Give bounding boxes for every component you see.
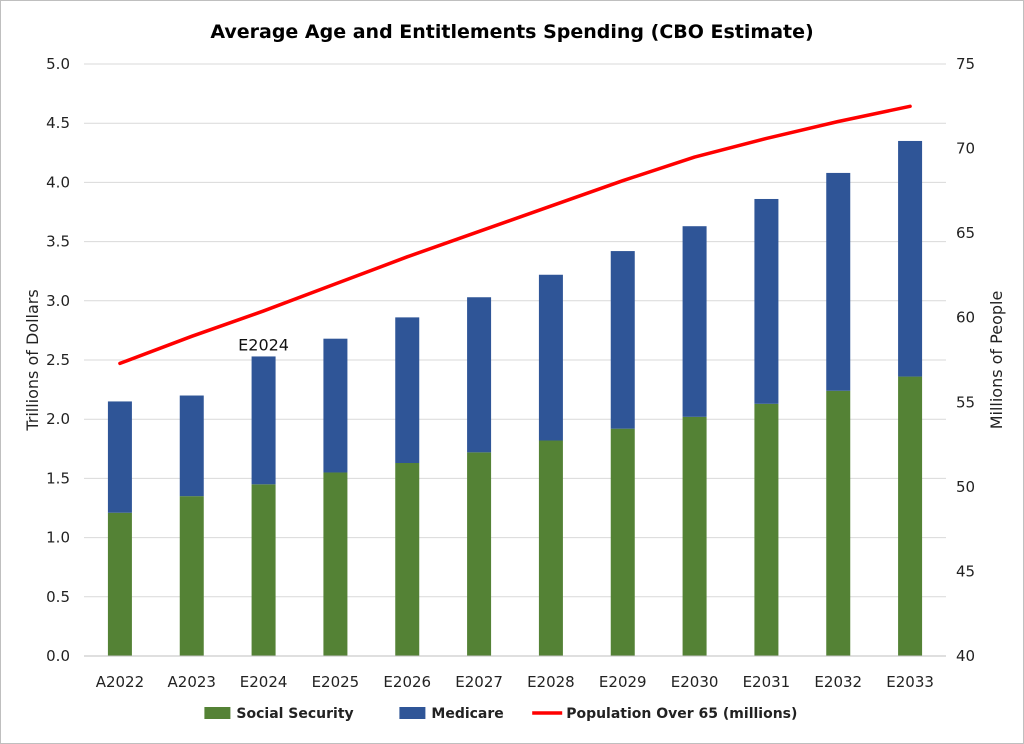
annotation-label: E2024 <box>238 335 289 354</box>
y-tick-label: 2.5 <box>46 351 70 369</box>
y2-tick-label: 70 <box>956 140 975 158</box>
x-tick-label: E2031 <box>743 673 791 691</box>
bar-social-security-e2030 <box>682 416 707 656</box>
x-tick-label: E2033 <box>886 673 934 691</box>
bar-medicare-e2025 <box>323 338 348 473</box>
x-tick-label: E2032 <box>814 673 862 691</box>
y-tick-label: 3.5 <box>46 233 70 251</box>
gridlines <box>84 63 946 657</box>
line-series <box>118 104 912 366</box>
y-tick-label: 4.5 <box>46 114 70 132</box>
legend-label-social-security: Social Security <box>236 706 353 722</box>
legend-swatch-social-security <box>204 707 231 719</box>
bar-social-security-a2023 <box>179 496 204 656</box>
y2-tick-label: 55 <box>956 393 975 411</box>
bar-social-security-e2031 <box>754 403 779 656</box>
bar-social-security-e2029 <box>610 428 635 656</box>
bar-medicare-e2024 <box>251 356 276 485</box>
bar-social-security-e2026 <box>395 463 420 656</box>
x-tick-label: E2030 <box>671 673 719 691</box>
bar-social-security-a2022 <box>107 512 132 656</box>
legend-label-medicare: Medicare <box>431 706 503 722</box>
bar-social-security-e2027 <box>467 452 492 656</box>
y-tick-label: 0.0 <box>46 647 70 665</box>
chart-title: Average Age and Entitlements Spending (C… <box>210 21 813 43</box>
bar-social-security-e2033 <box>898 376 923 656</box>
x-tick-label: E2027 <box>455 673 503 691</box>
bar-medicare-e2029 <box>610 251 635 429</box>
y2-tick-label: 45 <box>956 562 975 580</box>
y-axis-label: Trillions of Dollars <box>23 289 42 431</box>
bar-medicare-e2033 <box>898 140 923 377</box>
bar-medicare-e2028 <box>538 274 563 441</box>
bar-medicare-e2027 <box>467 297 492 453</box>
axes: 0.0 0.5 1.0 1.5 2.0 2.5 3.0 3.5 4.0 4.5 5.0 40 45 50 5… <box>46 55 975 691</box>
y-tick-label: 4.0 <box>46 173 70 191</box>
legend-swatch-medicare <box>399 707 426 719</box>
legend: Social Security Medicare Population Over 6… <box>204 706 797 722</box>
x-tick-label: E2028 <box>527 673 575 691</box>
x-tick-label: E2025 <box>312 673 360 691</box>
line-population-over-65 <box>118 104 912 366</box>
bar-medicare-e2032 <box>826 172 851 391</box>
y2-tick-label: 40 <box>956 647 975 665</box>
y2-tick-label: 60 <box>956 309 975 327</box>
x-tick-label: A2023 <box>168 673 216 691</box>
x-tick-label: E2024 <box>240 673 288 691</box>
y-tick-label: 5.0 <box>46 55 70 73</box>
y2-tick-label: 65 <box>956 224 975 242</box>
y-tick-label: 1.5 <box>46 469 70 487</box>
bars <box>107 140 923 656</box>
x-tick-label: E2029 <box>599 673 647 691</box>
bar-social-security-e2025 <box>323 472 348 656</box>
bar-social-security-e2024 <box>251 484 276 656</box>
y-tick-label: 2.0 <box>46 410 70 428</box>
bar-social-security-e2032 <box>826 390 851 656</box>
y2-tick-label: 75 <box>956 55 975 73</box>
bar-social-security-e2028 <box>538 440 563 656</box>
y2-tick-label: 50 <box>956 478 975 496</box>
bar-medicare-e2030 <box>682 226 707 417</box>
legend-label-population-over-65-millions: Population Over 65 (millions) <box>566 706 797 722</box>
bar-medicare-e2026 <box>395 317 420 464</box>
bar-medicare-a2022 <box>107 401 132 513</box>
y-tick-label: 3.0 <box>46 292 70 310</box>
x-tick-label: E2026 <box>383 673 431 691</box>
y-tick-label: 1.0 <box>46 529 70 547</box>
y-tick-label: 0.5 <box>46 588 70 606</box>
bar-medicare-e2031 <box>754 198 779 404</box>
x-tick-label: A2022 <box>96 673 144 691</box>
y2-axis-label: Millions of People <box>987 291 1006 430</box>
bar-medicare-a2023 <box>179 395 204 497</box>
